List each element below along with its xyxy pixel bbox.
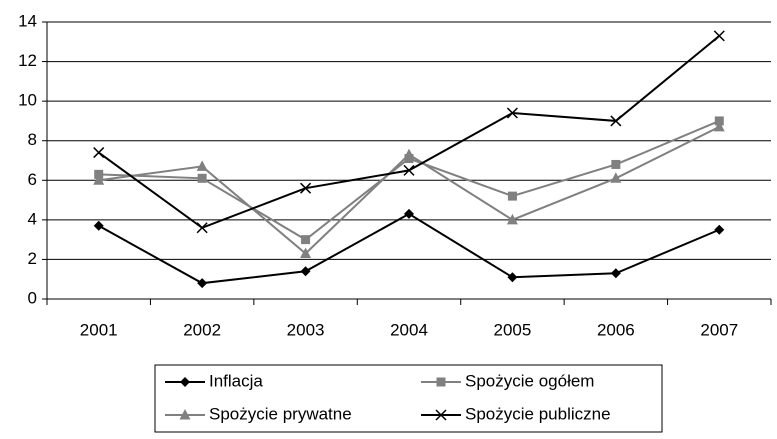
marker bbox=[435, 409, 447, 421]
marker bbox=[300, 266, 311, 277]
marker bbox=[610, 268, 621, 279]
x-tick-label: 2001 bbox=[80, 320, 118, 339]
marker bbox=[93, 147, 105, 159]
y-tick-label: 14 bbox=[18, 11, 37, 30]
marker bbox=[196, 160, 208, 171]
marker bbox=[404, 208, 414, 219]
x-tick-label: 2006 bbox=[597, 320, 635, 339]
x-tick-label: 2005 bbox=[494, 320, 532, 339]
marker bbox=[436, 377, 446, 387]
legend-box bbox=[154, 364, 663, 433]
marker bbox=[713, 120, 725, 132]
y-tick-label: 0 bbox=[28, 288, 37, 307]
marker bbox=[93, 174, 105, 185]
marker bbox=[714, 224, 725, 235]
marker bbox=[506, 213, 518, 225]
marker bbox=[507, 191, 517, 201]
marker bbox=[300, 247, 312, 258]
marker bbox=[179, 409, 191, 420]
y-tick-label: 8 bbox=[28, 130, 37, 149]
x-tick-label: 2007 bbox=[700, 320, 738, 339]
marker bbox=[197, 173, 207, 183]
series-line bbox=[98, 35, 720, 229]
marker bbox=[713, 30, 725, 42]
marker bbox=[197, 278, 208, 289]
y-tick-label: 12 bbox=[18, 51, 37, 70]
y-tick-label: 4 bbox=[28, 209, 37, 228]
y-tick-label: 6 bbox=[28, 170, 37, 189]
marker bbox=[610, 115, 622, 127]
x-tick-label: 2003 bbox=[287, 320, 325, 339]
marker bbox=[506, 107, 518, 119]
marker bbox=[300, 182, 312, 194]
marker bbox=[611, 159, 621, 169]
marker bbox=[403, 148, 415, 160]
legend-label: Inflacja bbox=[209, 371, 263, 390]
y-tick-label: 10 bbox=[18, 91, 37, 110]
series-line bbox=[98, 125, 720, 255]
marker bbox=[610, 172, 622, 183]
y-tick-label: 2 bbox=[28, 249, 37, 268]
x-tick-label: 2002 bbox=[183, 320, 221, 339]
series-line bbox=[98, 212, 720, 285]
marker bbox=[196, 222, 208, 234]
marker bbox=[180, 377, 190, 387]
marker bbox=[93, 220, 104, 231]
marker bbox=[403, 164, 415, 176]
legend-label: Spożycie publiczne bbox=[465, 404, 611, 423]
legend-label: Spożycie ogółem bbox=[465, 371, 594, 390]
marker bbox=[301, 235, 311, 245]
marker bbox=[507, 272, 518, 283]
legend-label: Spożycie prywatne bbox=[209, 404, 352, 423]
x-tick-label: 2004 bbox=[390, 320, 428, 339]
